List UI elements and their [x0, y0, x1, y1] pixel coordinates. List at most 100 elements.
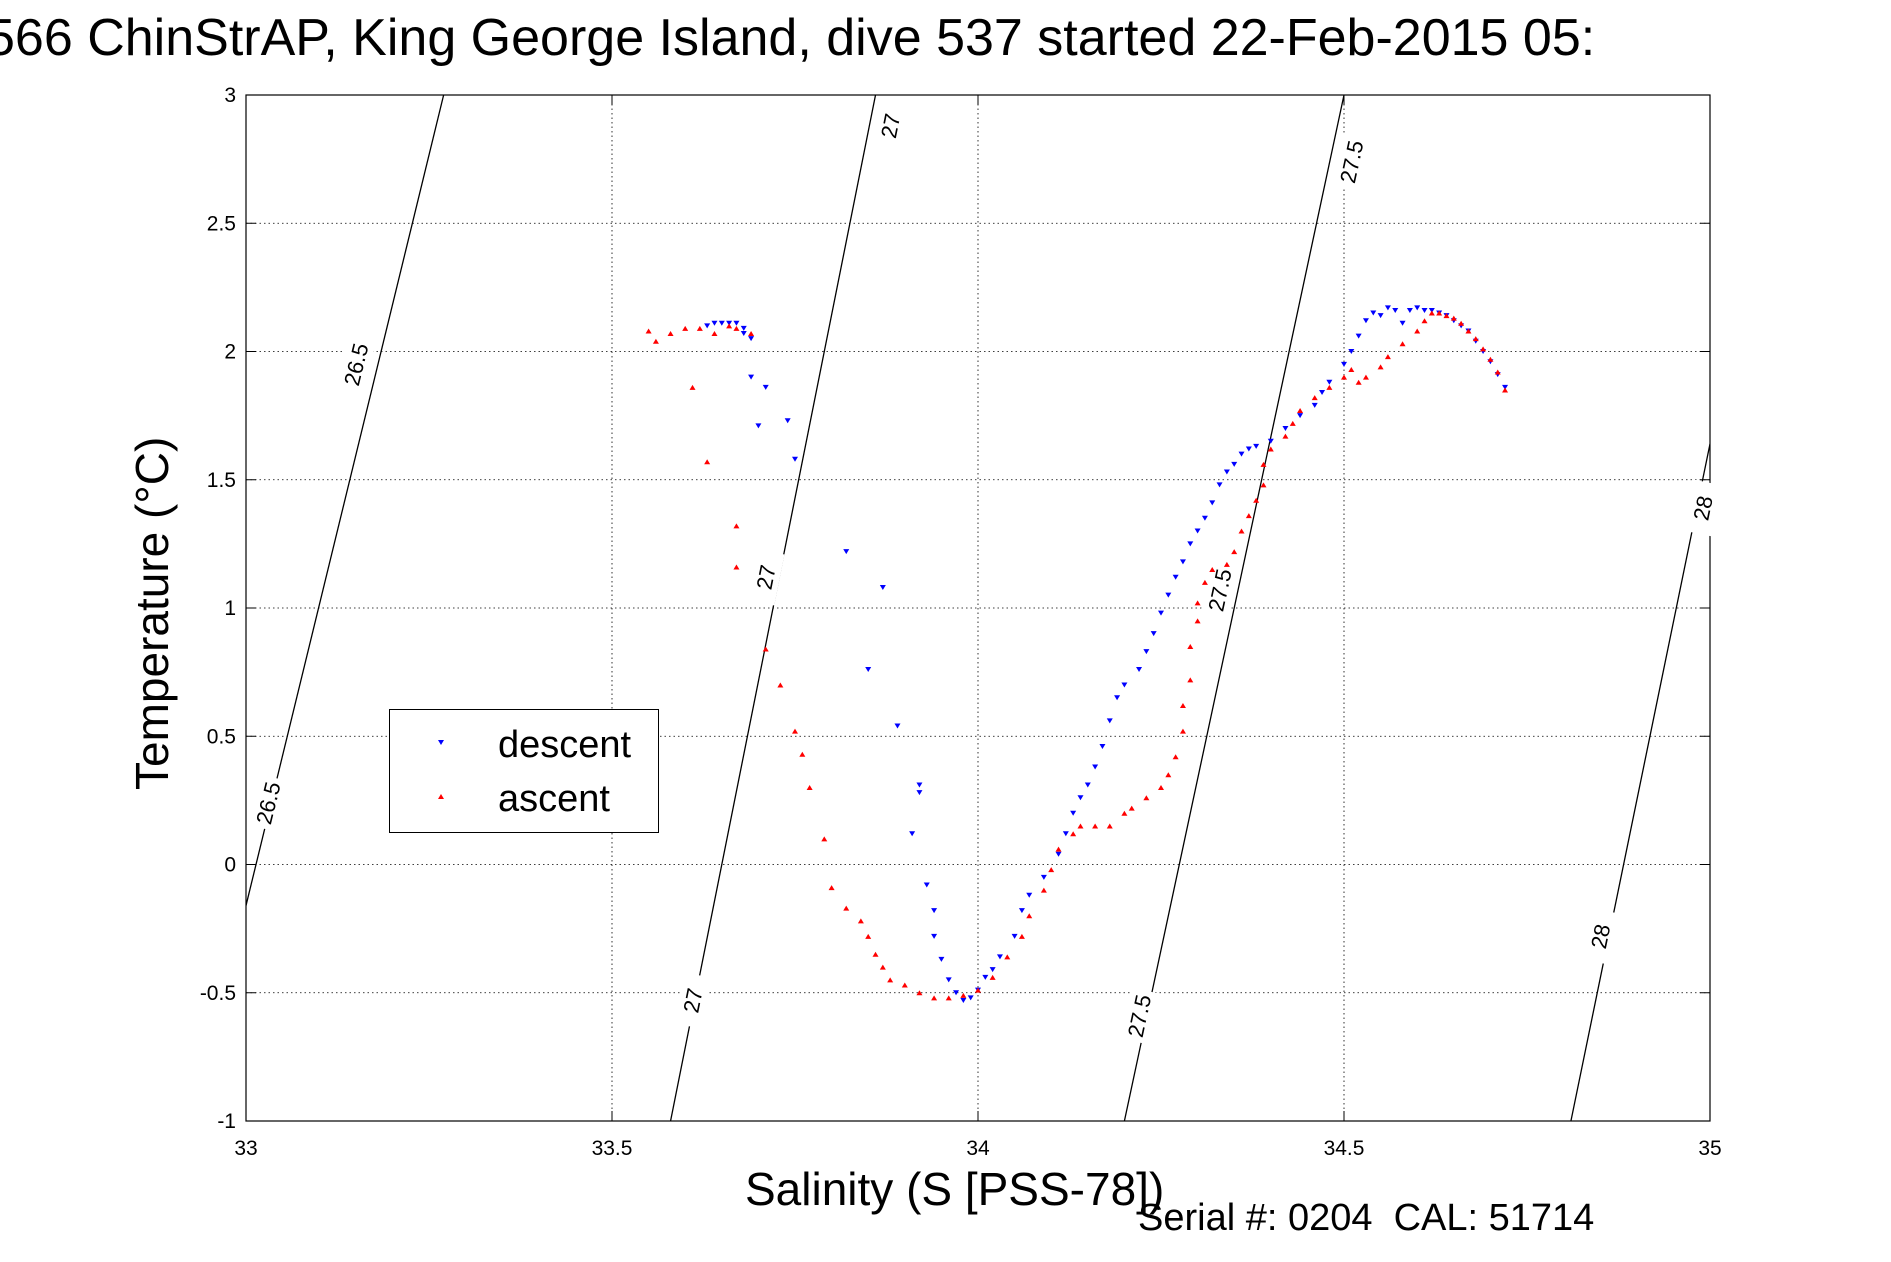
x-tick-label: 34.5 [1324, 1137, 1365, 1160]
ascent-point [1179, 728, 1186, 734]
ascent-point [1377, 364, 1384, 370]
y-tick-label: 0.5 [207, 725, 236, 748]
descent-point [1158, 610, 1164, 616]
descent-point [1165, 592, 1172, 598]
descent-point [1187, 541, 1194, 547]
descent-point [1114, 695, 1121, 701]
descent-point [1282, 425, 1289, 431]
ascent-point [1465, 328, 1472, 334]
isopycnal-line [1570, 443, 1710, 1121]
descent-point [1070, 810, 1077, 816]
ascent-point [667, 331, 674, 337]
descent-point [1377, 313, 1384, 319]
descent-point [953, 990, 960, 996]
ascent-point [945, 995, 952, 1001]
isopycnal-label-bg [1119, 987, 1159, 1045]
descent-point [1106, 718, 1113, 724]
x-axis-label: Salinity (S [PSS-78]) [745, 1163, 1165, 1215]
isopycnal-label: 27 [876, 111, 905, 140]
descent-point [784, 418, 791, 424]
ascent-point [901, 982, 908, 988]
y-tick-label: 2 [224, 341, 236, 364]
descent-point [879, 584, 886, 590]
ascent-point [1260, 461, 1267, 467]
serial-cal-note: Serial #: 0204 CAL: 51714 [1138, 1197, 1595, 1239]
descent-point [1172, 574, 1179, 580]
descent-point [1421, 307, 1428, 313]
descent-point [1092, 764, 1099, 770]
isopycnal-label-bg [746, 548, 785, 606]
descent-marker-icon [438, 740, 444, 745]
descent-point [1223, 469, 1230, 475]
descent-point [726, 320, 733, 326]
ascent-point [989, 974, 996, 980]
legend-entry-descent: descent [390, 720, 658, 770]
ascent-point [1282, 433, 1289, 439]
isopycnal-label: 27 [752, 563, 781, 592]
ascent-point [645, 328, 652, 334]
isopycnal-label-bg [1332, 133, 1371, 191]
ascent-point [1384, 354, 1391, 360]
ascent-point [733, 325, 740, 331]
ascent-point [857, 918, 864, 924]
descent-point [996, 954, 1003, 960]
y-tick-label: -0.5 [200, 982, 236, 1005]
ascent-point [865, 933, 872, 939]
ascent-point [1121, 810, 1128, 816]
descent-point [1055, 851, 1062, 857]
ascent-point [1201, 579, 1208, 585]
ascent-point [762, 646, 769, 652]
descent-point [1077, 795, 1084, 801]
isopycnal-label-bg [1683, 479, 1722, 537]
descent-point [792, 456, 798, 462]
x-tick-label: 33.5 [592, 1137, 633, 1160]
ascent-point [1399, 341, 1406, 347]
ascent-point [1341, 374, 1347, 380]
descent-point [1201, 515, 1208, 521]
descent-point [1143, 649, 1150, 655]
ascent-point [1487, 356, 1494, 362]
descent-point [718, 320, 725, 326]
ascent-point [1480, 346, 1487, 352]
ascent-point [777, 682, 784, 688]
ascent-point [1458, 320, 1465, 326]
descent-point [989, 967, 996, 973]
ascent-point [652, 338, 659, 344]
isopycnal-line [669, 95, 877, 1121]
descent-point [1370, 310, 1377, 316]
ascent-point [1362, 374, 1369, 380]
ascent-point [821, 836, 828, 842]
y-tick-label: 0 [224, 854, 236, 877]
descent-point [1238, 451, 1245, 457]
descent-point [1406, 307, 1413, 313]
legend-entry-ascent: ascent [390, 774, 658, 824]
descent-point [1150, 631, 1157, 637]
y-axis-label: Temperature (°C) [126, 436, 178, 790]
ascent-point [1348, 366, 1355, 372]
descent-point [1326, 379, 1333, 385]
chart-title: 566 ChinStrAP, King George Island, dive … [0, 9, 1596, 67]
descent-point [1231, 461, 1238, 467]
ascent-point [1414, 328, 1421, 334]
ascent-point [1048, 867, 1055, 873]
descent-point [923, 882, 930, 888]
descent-point [938, 956, 945, 962]
descent-point [1216, 482, 1223, 488]
ascent-point [1143, 795, 1150, 801]
descent-point [931, 908, 938, 914]
ascent-point [1106, 823, 1113, 829]
ascent-point [872, 951, 879, 957]
descent-point [843, 549, 850, 555]
ascent-point [1158, 785, 1164, 791]
descent-point [748, 336, 755, 342]
ascent-point [733, 564, 740, 570]
ascent-point [1194, 618, 1201, 624]
legend-label-descent: descent [498, 724, 632, 766]
ascent-point [1179, 702, 1186, 708]
ascent-point [1194, 600, 1201, 606]
ascent-point [1026, 913, 1033, 919]
y-tick-label: 3 [224, 84, 236, 107]
isopycnal-label-bg [336, 335, 376, 393]
descent-point [931, 933, 938, 939]
